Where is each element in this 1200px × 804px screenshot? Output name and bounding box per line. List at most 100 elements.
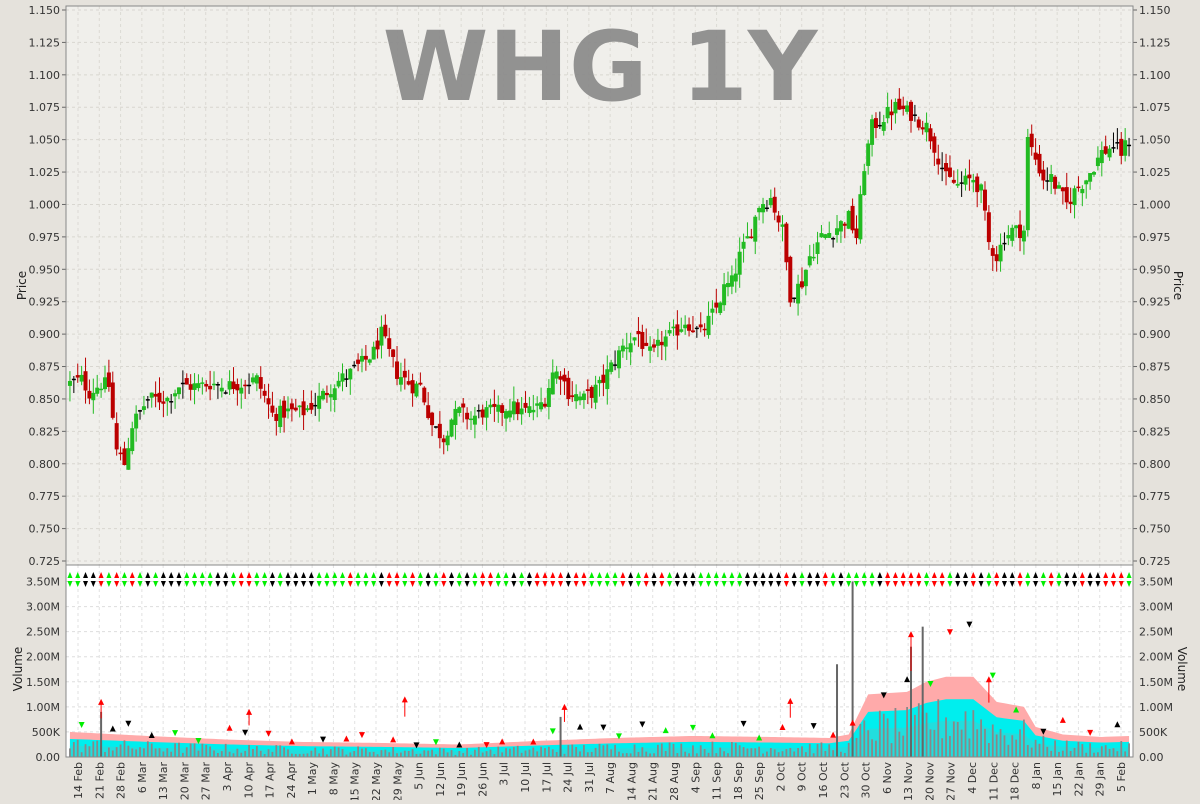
price-tick-label-left: 0.850 — [29, 393, 61, 406]
volume-bar — [446, 752, 449, 757]
candle-body — [492, 403, 497, 407]
candle-body — [449, 419, 454, 437]
price-tick-label-left: 0.900 — [29, 328, 61, 341]
volume-bar — [333, 746, 336, 757]
signal-up-marker — [207, 572, 213, 578]
volume-bar — [314, 747, 317, 757]
candle-body — [406, 381, 411, 385]
signal-down-marker — [853, 581, 859, 587]
date-label: 18 Dec — [1009, 762, 1022, 800]
candle-body — [235, 384, 240, 391]
candle-body — [710, 308, 715, 313]
volume-bar — [949, 735, 951, 757]
volume-bar — [762, 753, 764, 757]
volume-down-marker — [689, 724, 696, 731]
volume-bar — [801, 746, 803, 757]
signal-up-marker — [931, 572, 937, 578]
candle-body — [99, 388, 104, 391]
volume-bar — [376, 754, 379, 757]
signal-down-marker — [589, 581, 595, 587]
signal-down-marker — [994, 581, 1000, 587]
volume-spike-bar — [836, 664, 839, 757]
signal-down-marker — [441, 581, 447, 587]
signal-up-marker — [768, 572, 774, 578]
candle-body — [383, 324, 388, 337]
volume-bar — [1100, 746, 1103, 757]
signal-down-marker — [378, 581, 384, 587]
signal-up-marker — [75, 572, 81, 578]
candle-body — [885, 106, 890, 119]
volume-bar — [298, 753, 301, 757]
volume-bar — [680, 743, 683, 757]
volume-bar — [92, 741, 95, 757]
volume-down-marker — [989, 672, 996, 679]
date-label: 19 Jun — [455, 762, 468, 797]
signal-down-marker — [1110, 581, 1116, 587]
volume-bar — [361, 748, 363, 757]
signal-down-marker — [737, 581, 743, 587]
signal-up-marker — [394, 572, 400, 578]
candle-body — [523, 402, 528, 408]
candle-body — [838, 221, 843, 232]
candle-body — [936, 158, 941, 165]
volume-bar — [96, 740, 99, 757]
volume-bar — [1038, 743, 1041, 757]
date-label: 10 Apr — [242, 762, 255, 799]
volume-bar — [902, 735, 905, 757]
signal-up-marker — [98, 572, 104, 578]
signal-down-marker — [815, 581, 821, 587]
signal-down-marker — [916, 581, 922, 587]
volume-bar — [1069, 750, 1072, 757]
candle-body — [110, 382, 115, 418]
volume-bar — [84, 744, 87, 757]
candle-body — [757, 207, 762, 213]
volume-up-marker — [577, 723, 584, 730]
candle-body — [729, 275, 734, 287]
volume-bar — [442, 748, 445, 757]
date-label: 28 Feb — [115, 762, 128, 799]
candle-body — [632, 337, 637, 341]
volume-tick-label-right: 3.50M — [1139, 576, 1173, 589]
candle-body — [274, 413, 279, 421]
signal-down-marker — [924, 581, 930, 587]
signal-up-marker — [168, 572, 174, 578]
volume-bar — [263, 754, 266, 757]
signal-down-marker — [869, 581, 875, 587]
signal-down-marker — [542, 581, 548, 587]
price-tick-label-right: 1.125 — [1139, 36, 1171, 49]
signal-down-marker — [822, 581, 828, 587]
volume-bar — [987, 743, 990, 757]
volume-bar — [1073, 747, 1076, 757]
candle-body — [161, 401, 166, 404]
candle-body — [418, 382, 423, 385]
candle-body — [581, 393, 586, 401]
volume-bar — [594, 747, 597, 757]
candle-body — [379, 326, 384, 346]
volume-bar — [618, 751, 620, 757]
volume-bar — [808, 743, 811, 757]
signal-down-marker — [1095, 581, 1101, 587]
volume-up-marker — [830, 731, 837, 738]
candle-body — [722, 284, 727, 306]
volume-bar — [793, 751, 796, 757]
signal-down-marker — [417, 581, 423, 587]
volume-bar — [1085, 752, 1088, 757]
candle-body — [102, 377, 107, 390]
candle-body — [67, 380, 72, 386]
signal-up-marker — [262, 572, 268, 578]
signal-up-marker — [308, 572, 314, 578]
signal-down-marker — [98, 581, 104, 587]
candle-body — [1080, 188, 1085, 194]
volume-axis-label-left: Volume — [11, 647, 25, 692]
candle-body — [854, 228, 859, 239]
price-tick-label-left: 0.825 — [29, 425, 61, 438]
volume-bar — [929, 729, 932, 757]
candle-body — [91, 392, 96, 401]
volume-tick-label-left: 1.50M — [26, 676, 60, 689]
candle-body — [698, 324, 703, 328]
signal-up-marker — [301, 572, 307, 578]
volume-down-marker — [265, 730, 272, 737]
candle-body — [359, 355, 364, 362]
signal-up-marker — [293, 572, 299, 578]
volume-bar — [201, 743, 204, 757]
